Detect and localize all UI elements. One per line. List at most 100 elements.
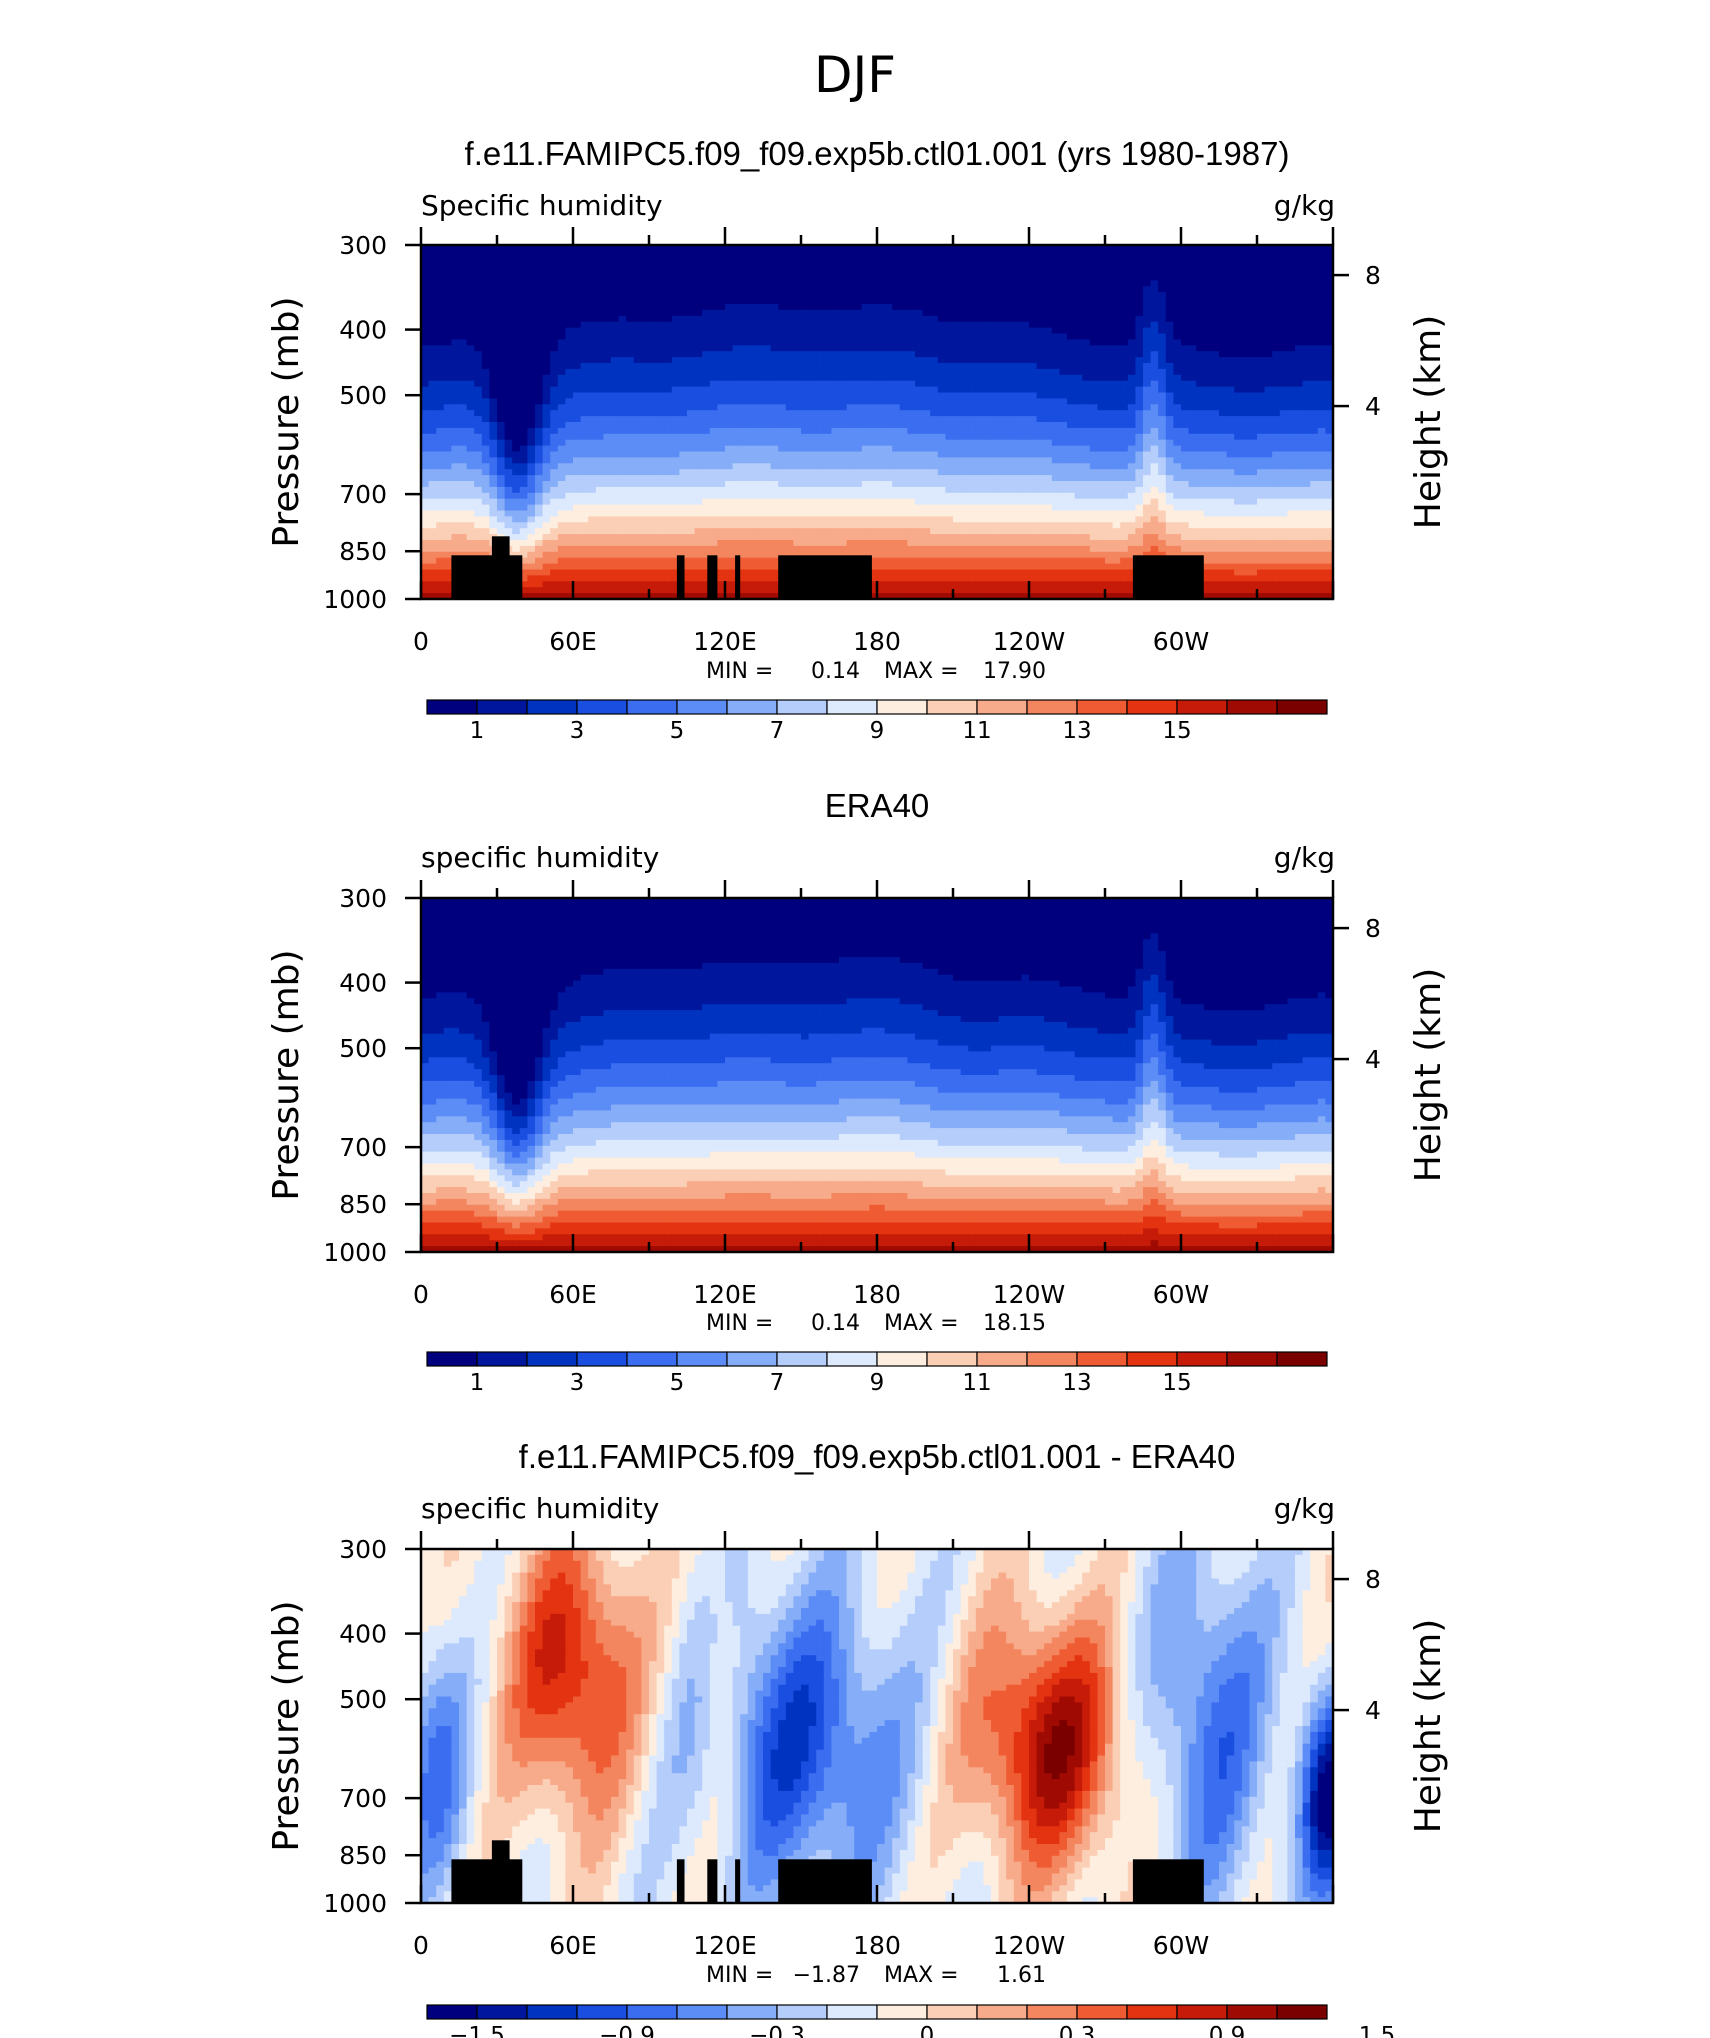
contour-cell [846, 422, 855, 429]
contour-cell [459, 262, 468, 270]
contour-cell [1279, 345, 1288, 352]
contour-cell [588, 351, 597, 358]
contour-cell [1127, 451, 1136, 458]
contour-cell [1181, 268, 1190, 276]
contour-cell [1226, 357, 1235, 364]
contour-cell [1272, 250, 1281, 258]
contour-cell [839, 481, 848, 488]
contour-cell [1325, 386, 1334, 394]
contour-cell [595, 256, 604, 264]
contour-cell [1105, 256, 1114, 264]
contour-cell [1021, 245, 1030, 252]
contour-cell [474, 351, 483, 358]
contour-cell [1181, 315, 1190, 323]
contour-cell [907, 404, 916, 411]
contour-cell [1089, 386, 1098, 394]
contour-cell [854, 327, 863, 335]
contour-cell [945, 357, 954, 364]
contour-cell [512, 268, 521, 276]
contour-cell [998, 245, 1007, 252]
contour-cell [1257, 315, 1266, 323]
contour-cell [1302, 274, 1311, 281]
contour-cell [489, 333, 498, 340]
contour-cell [945, 274, 954, 281]
contour-cell [451, 321, 460, 329]
contour-cell [1051, 339, 1060, 346]
contour-cell [717, 439, 726, 447]
contour-cell [1279, 386, 1288, 394]
contour-cell [664, 292, 673, 299]
contour-cell [519, 463, 528, 470]
contour-cell [573, 416, 582, 423]
contour-cell [1287, 422, 1296, 429]
contour-cell [1310, 416, 1319, 423]
contour-cell [930, 274, 939, 281]
contour-cell [937, 451, 946, 458]
contour-cell [1264, 333, 1273, 340]
contour-cell [1219, 469, 1228, 476]
contour-cell [580, 481, 589, 488]
contour-cell [497, 280, 506, 287]
contour-cell [915, 333, 924, 340]
contour-cell [1044, 392, 1053, 399]
contour-cell [618, 410, 627, 417]
contour-cell [877, 321, 886, 329]
contour-cell [1226, 475, 1235, 482]
contour-cell [550, 416, 559, 423]
contour-cell [1219, 463, 1228, 470]
contour-cell [443, 475, 452, 482]
contour-cell [1158, 368, 1167, 376]
contour-cell [717, 262, 726, 270]
contour-cell [1089, 374, 1098, 382]
contour-cell [899, 339, 908, 346]
contour-cell [1211, 481, 1220, 488]
contour-cell [907, 392, 916, 399]
contour-cell [1165, 321, 1174, 329]
contour-cell [1325, 433, 1334, 441]
contour-cell [1112, 398, 1121, 405]
contour-cell [436, 427, 445, 435]
contour-cell [975, 422, 984, 429]
contour-cell [481, 380, 490, 388]
contour-cell [664, 486, 673, 494]
contour-cell [960, 439, 969, 447]
contour-cell [527, 457, 536, 464]
contour-cell [991, 309, 1000, 317]
contour-cell [1089, 368, 1098, 376]
contour-cell [854, 256, 863, 264]
contour-cell [1127, 457, 1136, 464]
contour-cell [960, 280, 969, 287]
contour-cell [915, 481, 924, 488]
contour-cell [694, 374, 703, 382]
contour-cell [1089, 416, 1098, 423]
contour-cell [930, 451, 939, 458]
contour-cell [785, 321, 794, 329]
contour-cell [1021, 339, 1030, 346]
contour-cell [451, 410, 460, 417]
contour-cell [1036, 274, 1045, 281]
contour-cell [937, 427, 946, 435]
contour-cell [550, 392, 559, 399]
contour-cell [481, 463, 490, 470]
contour-cell [1067, 368, 1076, 376]
contour-cell [1272, 398, 1281, 405]
contour-cell [1173, 327, 1182, 335]
contour-cell [702, 380, 711, 388]
contour-cell [861, 422, 870, 429]
contour-cell [542, 304, 551, 311]
contour-cell [899, 321, 908, 329]
contour-cell [709, 333, 718, 340]
contour-cell [664, 386, 673, 394]
contour-cell [1203, 427, 1212, 435]
contour-cell [991, 274, 1000, 281]
contour-cell [717, 469, 726, 476]
contour-cell [443, 451, 452, 458]
contour-cell [497, 433, 506, 441]
contour-cell [732, 345, 741, 352]
contour-cell [1211, 469, 1220, 476]
contour-cell [960, 274, 969, 281]
contour-cell [1006, 404, 1015, 411]
contour-cell [915, 392, 924, 399]
contour-cell [687, 463, 696, 470]
contour-cell [1295, 321, 1304, 329]
